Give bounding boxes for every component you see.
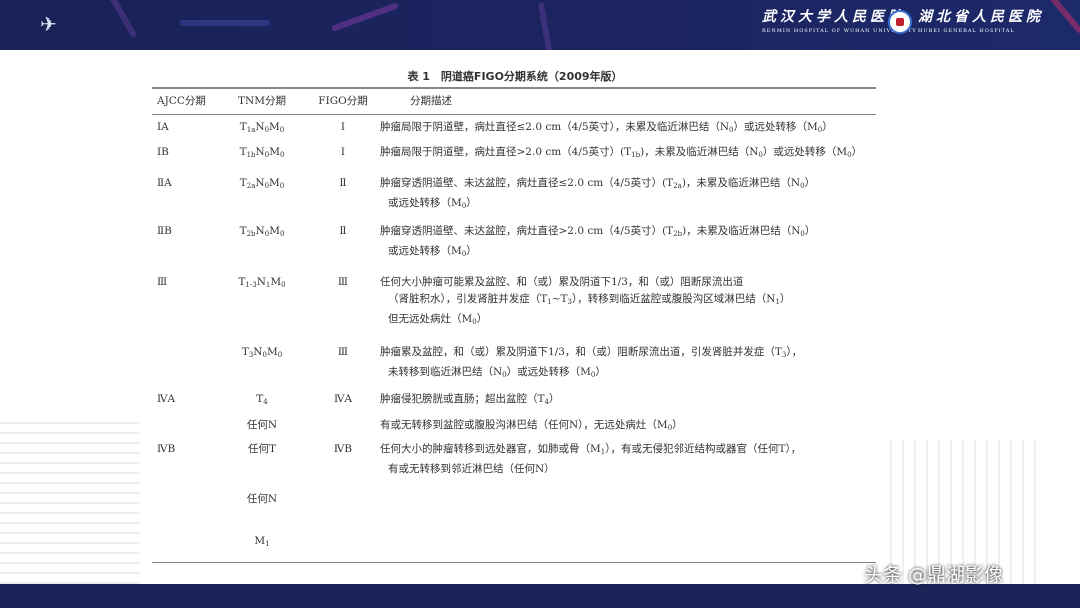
cell-figo: Ⅱ [339, 225, 347, 237]
cell-tnm: 任何N [246, 419, 278, 431]
cell-tnm: M1 [254, 535, 270, 548]
cell-description: 任何大小肿瘤可能累及盆腔、和（或）累及阴道下1/3，和（或）阻断尿流出道 （肾脏积… [380, 274, 790, 331]
description-line: 任何大小的肿瘤转移到远处器官，如肺或骨（M1），有或无侵犯邻近结构或器官（任何T… [380, 443, 802, 456]
footer-bar [0, 584, 1080, 608]
table-top-rule [152, 87, 876, 89]
header-figo: FIGO分期 [318, 95, 368, 107]
cell-description: 任何大小的肿瘤转移到远处器官，如肺或骨（M1），有或无侵犯邻近结构或器官（任何T… [380, 441, 801, 478]
cell-figo: Ⅱ [339, 177, 347, 189]
description-line: 肿瘤局限于阴道壁，病灶直径≤2.0 cm（4/5英寸），未累及临近淋巴结（N0）… [380, 121, 833, 134]
cell-ajcc: ⅡB [157, 225, 172, 237]
cell-tnm: T4 [256, 393, 268, 406]
cell-description: 肿瘤局限于阴道壁，病灶直径>2.0 cm（4/5英寸）(T1b)，未累及临近淋巴… [380, 144, 862, 164]
cell-figo: ⅣA [333, 393, 353, 405]
cell-tnm: T1bN0M0 [239, 146, 285, 159]
cell-figo: Ⅲ [337, 276, 349, 288]
decoration [180, 20, 270, 26]
cell-tnm: T2bN0M0 [239, 225, 285, 238]
table-header-rule [152, 114, 876, 115]
cell-description: 肿瘤穿透阴道壁、未达盆腔，病灶直径≤2.0 cm（4/5英寸）(T2a)，未累及… [380, 175, 815, 215]
hospital1-logo: 武汉大学人民医院 RENMIN HOSPITAL OF WUHAN UNIVER… [762, 6, 917, 34]
crane-icon: ✈ [40, 12, 57, 36]
description-line: 但无远处病灶（M0） [388, 313, 488, 326]
table-bottom-rule [152, 562, 876, 563]
description-line: 有或无转移到盆腔或腹股沟淋巴结（任何N），无远处病灶（M0） [380, 419, 683, 432]
description-line: 或远处转移（M0） [388, 245, 477, 258]
building-decoration [890, 440, 1040, 584]
description-line: 肿瘤侵犯膀胱或直肠；超出盆腔（T4） [380, 393, 560, 406]
description-line: 未转移到临近淋巴结（N0）或远处转移（M0） [388, 366, 606, 379]
cell-figo: Ⅰ [340, 146, 346, 158]
hospital1-name: 武汉大学人民医院 [762, 9, 906, 25]
cell-description: 肿瘤侵犯膀胱或直肠；超出盆腔（T4） [380, 391, 559, 411]
cell-figo: Ⅰ [340, 121, 346, 133]
description-line: 任何大小肿瘤可能累及盆腔、和（或）累及阴道下1/3，和（或）阻断尿流出道 [380, 276, 744, 288]
header-desc: 分期描述 [410, 95, 452, 107]
cell-description: 有或无转移到盆腔或腹股沟淋巴结（任何N），无远处病灶（M0） [380, 417, 683, 437]
cell-description: 肿瘤累及盆腔，和（或）累及阴道下1/3，和（或）阻断尿流出道，引发肾脏并发症（T… [380, 344, 802, 384]
cell-ajcc: ⅡA [157, 177, 172, 189]
decoration [331, 2, 399, 32]
cell-tnm: T1aN0M0 [239, 121, 285, 134]
cell-tnm: T1-3N1M0 [238, 276, 286, 289]
cell-ajcc: ⅠA [157, 121, 169, 133]
description-line: （肾脏积水），引发肾脏并发症（T1~T3），转移到临近盆腔或腹股沟区域淋巴结（N… [388, 293, 791, 306]
decoration [1046, 0, 1080, 35]
hospital1-en: RENMIN HOSPITAL OF WUHAN UNIVERSITY [762, 28, 917, 34]
hospital-emblem-icon [888, 10, 912, 34]
hospital2-logo: 湖北省人民医院 HUBEI GENERAL HOSPITAL [918, 6, 1044, 34]
decoration [537, 1, 553, 50]
hospital2-name: 湖北省人民医院 [918, 9, 1044, 25]
cell-ajcc: ⅣB [157, 443, 176, 455]
header-tnm: TNM分期 [238, 95, 286, 107]
decoration [102, 0, 138, 39]
cell-figo: Ⅲ [337, 346, 349, 358]
watermark: 头条 @鼎湖影像 [864, 564, 1004, 586]
description-line: 肿瘤穿透阴道壁、未达盆腔，病灶直径≤2.0 cm（4/5英寸）(T2a)，未累及… [380, 177, 816, 190]
cell-ajcc: Ⅲ [157, 276, 168, 288]
cell-tnm: 任何T [247, 443, 276, 455]
cell-tnm: 任何N [246, 493, 278, 505]
cell-ajcc: ⅣA [157, 393, 176, 405]
cell-tnm: T3N0M0 [241, 346, 283, 359]
description-line: 肿瘤局限于阴道壁，病灶直径>2.0 cm（4/5英寸）(T1b)，未累及临近淋巴… [380, 146, 863, 159]
table-caption: 表 1 阴道癌FIGO分期系统（2009年版） [407, 70, 623, 83]
hospital2-en: HUBEI GENERAL HOSPITAL [918, 28, 1015, 34]
cell-description: 肿瘤局限于阴道壁，病灶直径≤2.0 cm（4/5英寸），未累及临近淋巴结（N0）… [380, 119, 833, 139]
tower-decoration [0, 420, 140, 584]
description-line: 肿瘤穿透阴道壁、未达盆腔，病灶直径>2.0 cm（4/5英寸）(T2b)，未累及… [380, 225, 816, 238]
description-line: 肿瘤累及盆腔，和（或）累及阴道下1/3，和（或）阻断尿流出道，引发肾脏并发症（T… [380, 346, 803, 359]
cell-ajcc: ⅠB [157, 146, 169, 158]
description-line: 有或无转移到邻近淋巴结（任何N） [388, 463, 555, 475]
cell-tnm: T2aN0M0 [239, 177, 285, 190]
cell-description: 肿瘤穿透阴道壁、未达盆腔，病灶直径>2.0 cm（4/5英寸）(T2b)，未累及… [380, 223, 815, 263]
description-line: 或远处转移（M0） [388, 197, 477, 210]
header-bar: ✈ 武汉大学人民医院 RENMIN HOSPITAL OF WUHAN UNIV… [0, 0, 1080, 50]
cell-figo: ⅣB [333, 443, 353, 455]
header-ajcc: AJCC分期 [157, 95, 206, 107]
